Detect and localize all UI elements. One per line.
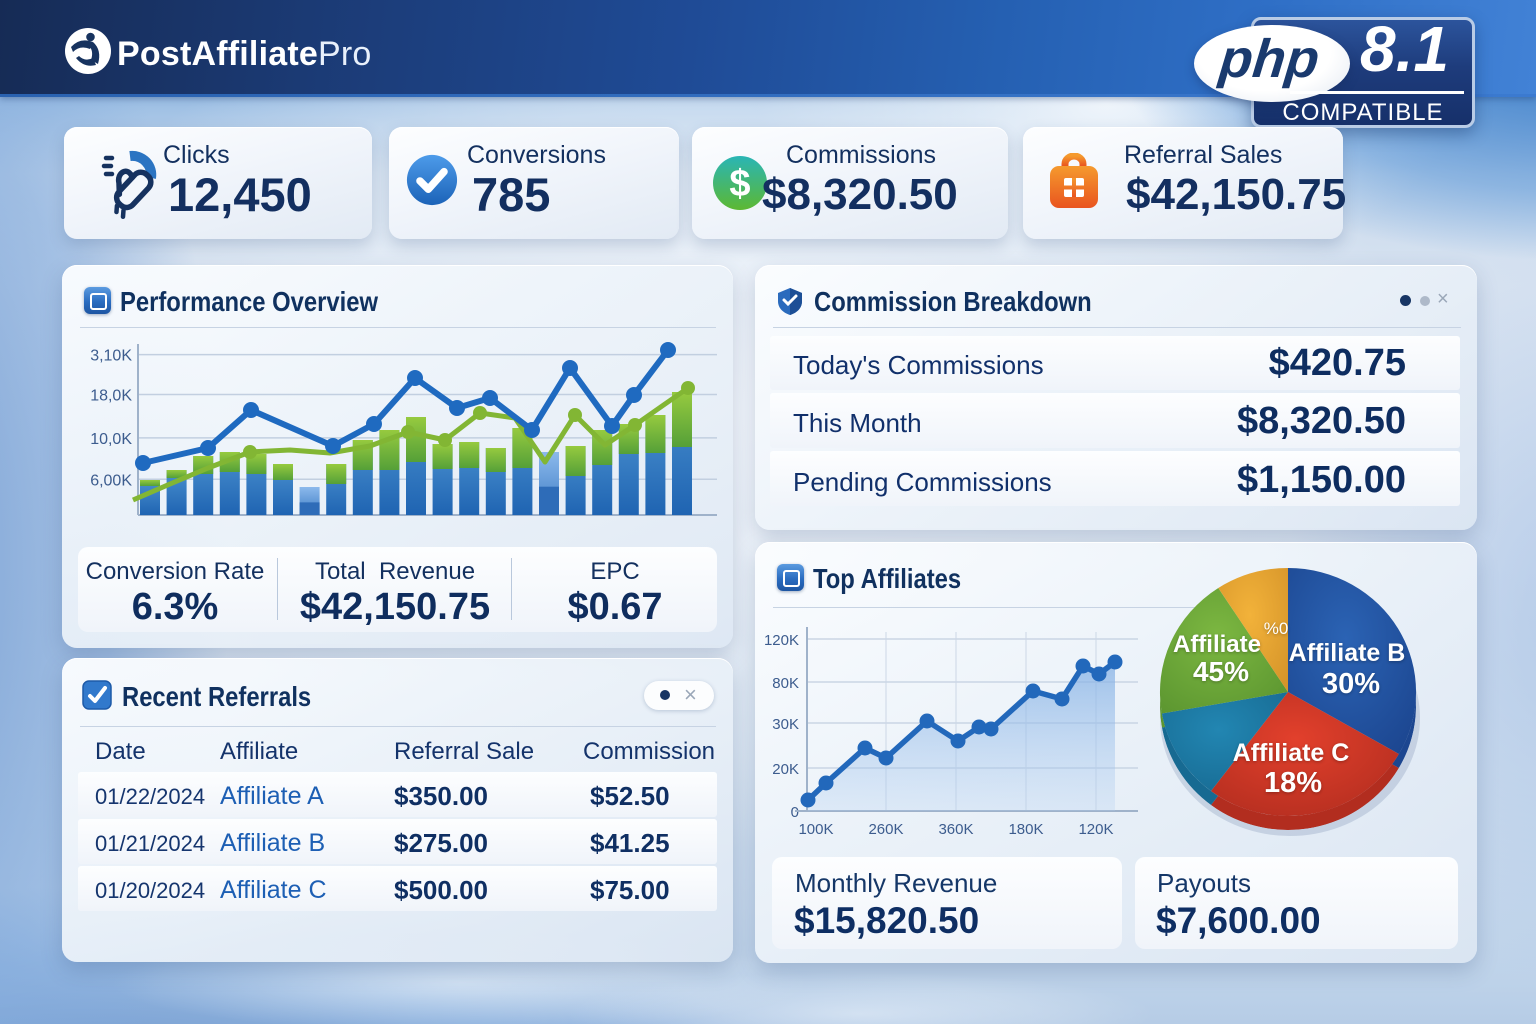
svg-text:Affiliate B: Affiliate B <box>1289 639 1406 667</box>
svg-text:100K: 100K <box>798 821 833 838</box>
svg-text:18,0K: 18,0K <box>90 388 132 405</box>
svg-text:18%: 18% <box>1264 767 1322 799</box>
svg-text:Affiliate C: Affiliate C <box>1233 739 1350 767</box>
svg-text:30%: 30% <box>1322 668 1380 700</box>
svg-text:120K: 120K <box>1078 821 1113 838</box>
svg-text:30K: 30K <box>772 716 799 733</box>
svg-text:20K: 20K <box>772 761 799 778</box>
svg-text:10,0K: 10,0K <box>90 431 132 448</box>
svg-text:45%: 45% <box>1193 656 1249 687</box>
svg-text:%0: %0 <box>1264 619 1289 638</box>
svg-text:3,10K: 3,10K <box>90 348 132 365</box>
svg-text:Affiliate: Affiliate <box>1173 631 1261 658</box>
svg-text:180K: 180K <box>1008 821 1043 838</box>
svg-text:0: 0 <box>791 804 799 821</box>
svg-text:6,00K: 6,00K <box>90 472 132 489</box>
svg-text:260K: 260K <box>868 821 903 838</box>
svg-text:120K: 120K <box>764 632 799 649</box>
svg-text:360K: 360K <box>938 821 973 838</box>
svg-text:80K: 80K <box>772 675 799 692</box>
svg-text:$: $ <box>729 163 750 205</box>
